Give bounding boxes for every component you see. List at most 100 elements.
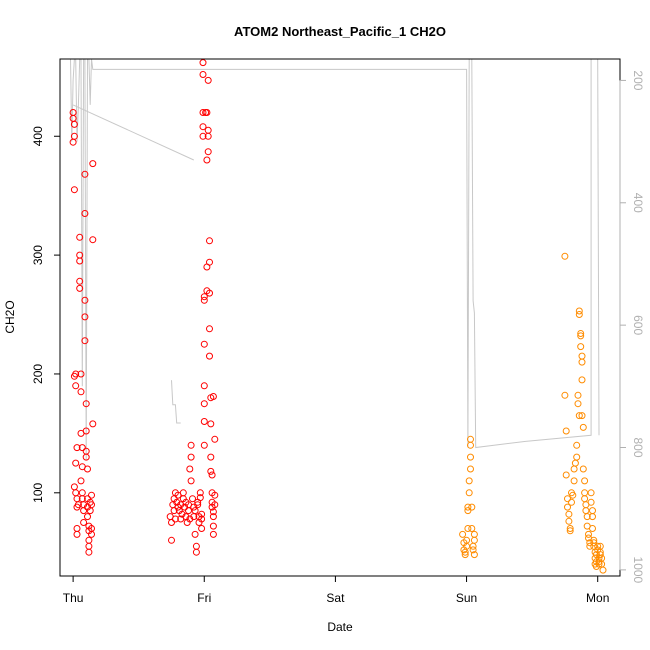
data-point-s2-8 — [464, 525, 472, 532]
data-point-s1-96 — [192, 548, 200, 556]
data-point-s1-101 — [196, 489, 204, 497]
data-point-s1-102 — [196, 494, 204, 502]
x-tick-label-sat: Sat — [326, 591, 345, 605]
data-point-s2-1 — [459, 530, 467, 538]
data-point-s1-140 — [209, 508, 217, 516]
y2-tick-label-1: 200 — [631, 70, 645, 90]
data-point-s1-29 — [77, 477, 85, 485]
data-point-s1-6 — [70, 186, 78, 194]
x-tick-label-thu: Thu — [63, 591, 84, 605]
data-point-s2-23 — [470, 551, 478, 559]
data-point-s1-108 — [199, 109, 207, 116]
data-point-s1-109 — [199, 123, 207, 131]
data-point-s1-110 — [199, 132, 207, 140]
data-point-s2-33 — [566, 527, 574, 535]
data-point-s1-88 — [187, 477, 195, 485]
data-point-s2-14 — [467, 453, 474, 461]
data-point-s2-16 — [467, 435, 474, 443]
data-point-s1-115 — [200, 400, 208, 408]
data-point-s1-34 — [80, 519, 88, 526]
data-point-s1-117 — [200, 441, 208, 449]
data-point-s1-104 — [198, 515, 206, 523]
data-point-s1-133 — [207, 420, 215, 428]
data-point-s1-56 — [88, 501, 95, 509]
data-point-s2-54 — [579, 423, 587, 431]
data-point-s1-89 — [187, 441, 195, 449]
data-point-s1-43 — [82, 453, 90, 461]
data-point-s1-47 — [84, 513, 91, 521]
data-point-s1-94 — [191, 530, 199, 538]
data-point-s2-81 — [594, 542, 602, 550]
data-point-s1-119 — [203, 109, 211, 116]
data-point-s1-69 — [171, 515, 179, 523]
data-point-s1-67 — [170, 507, 178, 515]
data-point-s2-18 — [468, 525, 476, 532]
data-points-layer — [69, 59, 607, 574]
data-point-s2-52 — [578, 376, 586, 384]
y-tick-label-4: 400 — [31, 126, 45, 146]
data-point-s1-60 — [89, 236, 97, 244]
data-point-s2-10 — [464, 507, 472, 515]
data-point-s1-55 — [88, 491, 95, 499]
data-point-s2-24 — [561, 252, 569, 260]
data-point-s2-88 — [596, 542, 604, 550]
data-point-s1-141 — [209, 513, 217, 521]
data-point-s2-17 — [468, 503, 476, 511]
data-point-s2-46 — [575, 311, 583, 318]
data-point-s2-30 — [565, 510, 573, 518]
data-point-s1-18 — [74, 501, 82, 509]
data-point-s1-142 — [209, 522, 217, 530]
data-point-s1-111 — [200, 293, 208, 301]
data-point-s1-25 — [77, 388, 85, 396]
data-point-s1-143 — [209, 530, 217, 538]
data-point-s2-37 — [570, 477, 578, 485]
y-axis-left: 100 200 300 400 — [31, 126, 61, 503]
data-point-s1-8 — [70, 372, 78, 380]
data-point-s2-63 — [585, 530, 592, 538]
data-point-s1-19 — [76, 233, 84, 241]
data-point-s1-134 — [207, 453, 215, 461]
data-point-s1-22 — [76, 277, 84, 285]
data-point-s1-120 — [203, 156, 211, 164]
data-point-s2-32 — [566, 525, 574, 532]
data-point-s1-144 — [209, 393, 217, 400]
y2-tick-label-5: 1000 — [631, 557, 645, 584]
data-point-s2-7 — [463, 536, 471, 544]
y2-tick-label-4: 800 — [631, 437, 645, 457]
data-point-s1-58 — [88, 530, 95, 538]
data-point-s2-73 — [590, 539, 598, 547]
data-point-s2-56 — [581, 477, 589, 485]
data-point-s2-11 — [465, 489, 473, 497]
altitude-line-segment-1 — [72, 104, 195, 161]
data-point-s1-105 — [198, 525, 206, 532]
data-point-s1-145 — [211, 435, 219, 443]
data-point-s2-67 — [587, 489, 595, 497]
data-point-s2-44 — [575, 412, 583, 420]
y-tick-label-3: 300 — [31, 245, 45, 265]
data-point-s1-123 — [204, 76, 212, 84]
data-point-s1-135 — [207, 467, 215, 475]
data-point-s1-90 — [189, 495, 196, 503]
data-point-s1-38 — [81, 313, 89, 321]
data-point-s2-61 — [583, 513, 591, 521]
data-point-s2-91 — [599, 566, 607, 574]
data-point-s2-40 — [573, 453, 581, 461]
y2-tick-label-2: 400 — [631, 193, 645, 213]
data-point-s2-9 — [464, 503, 472, 511]
data-point-s1-136 — [208, 471, 216, 479]
data-point-s2-43 — [574, 400, 582, 408]
x-axis: Thu Fri Sat Sun Mon — [63, 575, 609, 605]
data-point-s1-3 — [70, 120, 78, 128]
data-point-s2-55 — [579, 465, 587, 473]
data-point-s1-23 — [76, 284, 84, 292]
data-point-s2-70 — [589, 513, 596, 521]
data-point-s1-86 — [186, 465, 194, 473]
y-axis-right: 200 400 600 800 1000 — [619, 70, 645, 584]
data-point-s1-129 — [206, 289, 213, 297]
data-point-s2-13 — [467, 465, 474, 473]
data-point-s2-25 — [561, 391, 569, 399]
data-point-s1-87 — [187, 453, 195, 461]
data-point-s2-36 — [569, 491, 577, 499]
data-point-s1-112 — [200, 296, 208, 304]
data-point-s1-33 — [80, 507, 88, 515]
